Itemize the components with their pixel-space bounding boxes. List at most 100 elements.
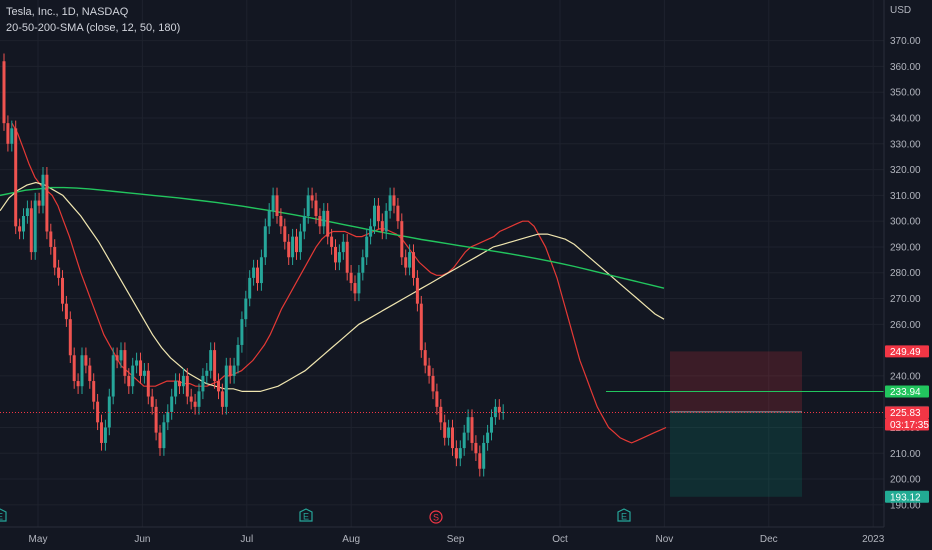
candle-body xyxy=(353,283,357,294)
candle-body xyxy=(470,417,474,443)
candle-body xyxy=(10,128,14,144)
candles xyxy=(2,53,505,477)
candle-body xyxy=(256,267,259,284)
candle-body xyxy=(76,381,80,387)
price-tag-text: 233.94 xyxy=(890,387,921,398)
x-tick-label: Oct xyxy=(552,534,568,545)
candle-body xyxy=(22,216,25,232)
candle-body xyxy=(302,216,306,232)
candle-body xyxy=(291,236,295,258)
candle-body xyxy=(497,406,501,412)
candle-body xyxy=(174,381,178,397)
price-axis-bg xyxy=(884,0,932,550)
x-tick-label: Jun xyxy=(134,534,150,545)
price-tag: 03:17:35 xyxy=(885,418,929,431)
symbol-title[interactable]: Tesla, Inc., 1D, NASDAQ xyxy=(6,6,129,18)
candle-body xyxy=(236,344,240,366)
candle-body xyxy=(127,375,131,387)
candle-body xyxy=(217,381,220,392)
x-tick-label: Sep xyxy=(447,534,465,545)
x-tick-label: Dec xyxy=(760,534,778,545)
y-tick-label: 190.00 xyxy=(890,500,921,511)
candle-body xyxy=(431,375,435,392)
price-tag-text: 249.49 xyxy=(890,347,921,358)
y-tick-label: 300.00 xyxy=(890,217,921,228)
candle-body xyxy=(193,401,197,407)
y-tick-label: 350.00 xyxy=(890,88,921,99)
price-tag: 249.49 xyxy=(885,345,929,358)
y-tick-label: 240.00 xyxy=(890,371,921,382)
candle-body xyxy=(96,401,100,423)
candle-body xyxy=(107,396,111,428)
price-tag-text: 193.12 xyxy=(890,492,921,503)
candle-body xyxy=(259,257,263,284)
candle-body xyxy=(478,453,482,469)
y-tick-label: 370.00 xyxy=(890,36,921,47)
chart-grid xyxy=(0,0,884,527)
y-tick-label: 260.00 xyxy=(890,320,921,331)
candle-body xyxy=(92,381,96,402)
price-tag: 225.83 xyxy=(885,406,929,419)
x-tick-label: May xyxy=(29,534,48,545)
candle-body xyxy=(423,350,427,366)
marker-text: E xyxy=(303,512,309,522)
y-tick-label: 200.00 xyxy=(890,475,921,486)
candle-body xyxy=(166,412,170,423)
candle-body xyxy=(298,231,302,253)
candle-body xyxy=(462,432,466,449)
marker-text: S xyxy=(433,513,439,523)
candle-body xyxy=(400,221,404,258)
candle-body xyxy=(490,417,493,433)
candle-body xyxy=(482,442,486,469)
x-tick-label: 2023 xyxy=(862,534,885,545)
target-zone xyxy=(670,411,802,497)
candle-body xyxy=(388,195,392,211)
candle-body xyxy=(213,350,217,382)
price-tag-bg xyxy=(885,418,929,431)
candle-body xyxy=(306,195,310,216)
y-tick-label: 290.00 xyxy=(890,242,921,253)
candle-body xyxy=(170,396,174,412)
earnings-marker: E xyxy=(0,508,7,522)
y-tick-label: 330.00 xyxy=(890,139,921,150)
candle-body xyxy=(267,210,271,227)
candle-body xyxy=(373,205,376,227)
candle-body xyxy=(41,174,45,206)
candle-body xyxy=(209,350,213,371)
sma-slow-line xyxy=(0,186,665,289)
candle-body xyxy=(142,370,146,376)
candle-body xyxy=(100,422,103,443)
candle-body xyxy=(384,210,388,232)
candle-body xyxy=(228,365,232,376)
candle-body xyxy=(162,422,166,449)
candle-body xyxy=(240,319,244,345)
candle-body xyxy=(451,427,454,449)
candle-body xyxy=(396,205,400,222)
candle-body xyxy=(474,442,478,454)
candle-body xyxy=(25,208,29,216)
candle-body xyxy=(295,236,298,253)
candle-body xyxy=(466,417,470,433)
candle-body xyxy=(380,221,384,232)
candle-body xyxy=(49,231,53,247)
candle-body xyxy=(404,257,408,268)
price-tag-bg xyxy=(885,345,929,358)
price-tag-bg xyxy=(885,406,929,419)
candle-body xyxy=(337,252,341,263)
candle-body xyxy=(357,272,361,294)
candle-body xyxy=(435,391,439,407)
candle-body xyxy=(2,61,6,124)
candle-body xyxy=(376,205,380,222)
candle-body xyxy=(135,360,139,366)
candle-body xyxy=(439,406,443,423)
indicator-title[interactable]: 20-50-200-SMA (close, 12, 50, 180) xyxy=(6,22,181,34)
price-tag: 193.12 xyxy=(885,490,929,503)
candle-body xyxy=(29,208,33,253)
candle-body xyxy=(139,360,142,376)
candle-body xyxy=(111,355,115,397)
candle-body xyxy=(427,365,431,376)
candle-body xyxy=(408,252,412,268)
price-tag: 233.94 xyxy=(885,385,929,398)
